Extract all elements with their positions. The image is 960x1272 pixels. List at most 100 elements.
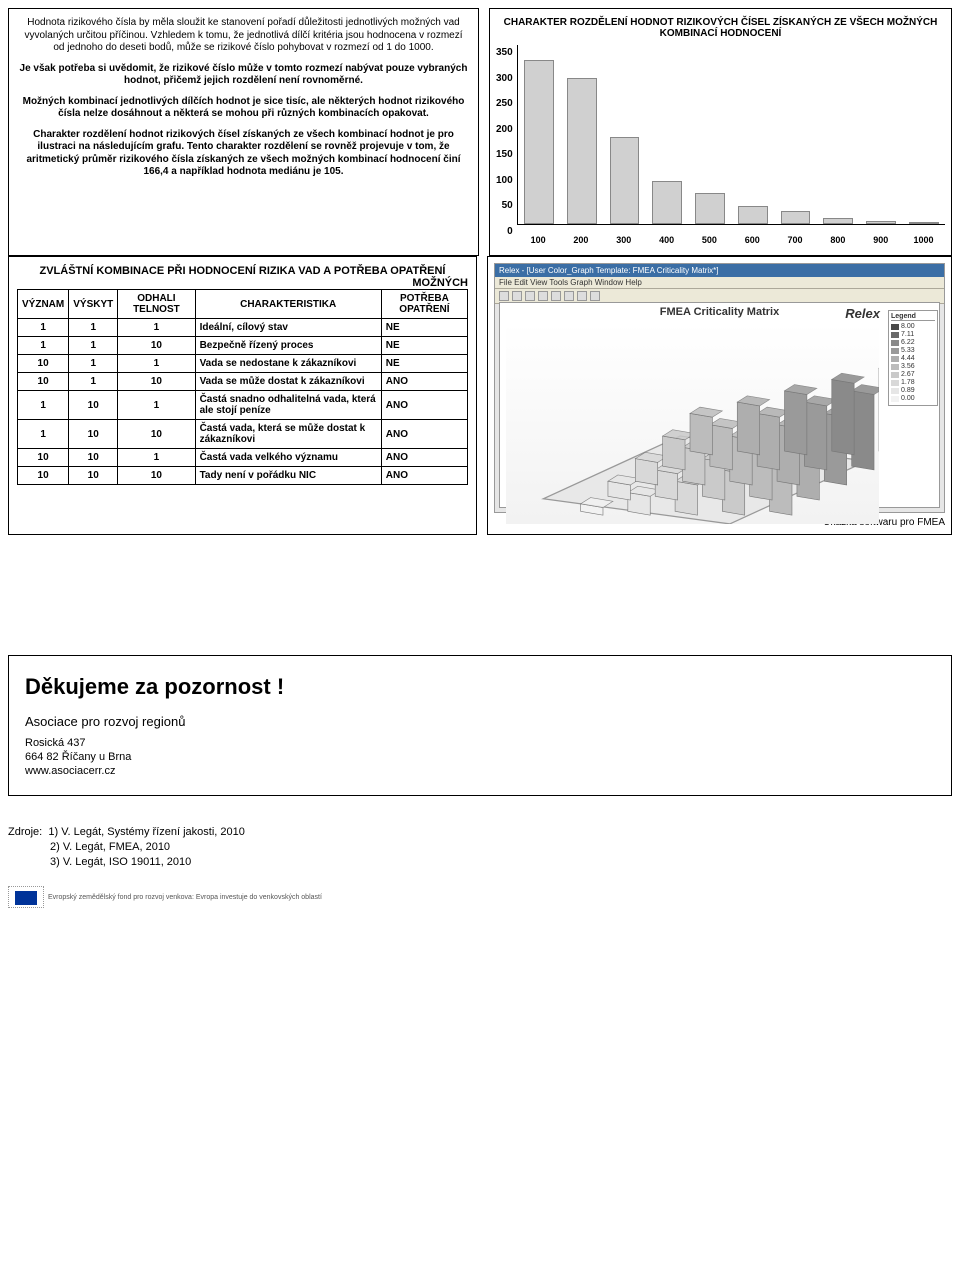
legend-row: 2.67: [891, 371, 935, 378]
table-header-row: VÝZNAM VÝSKYT ODHALI TELNOST CHARAKTERIS…: [18, 290, 468, 319]
xtick: 900: [859, 235, 902, 245]
legend-swatch-icon: [891, 356, 899, 362]
table-cell: Tady není v pořádku NIC: [195, 467, 381, 485]
table-cell: 10: [69, 391, 118, 420]
toolbar-icon: [538, 291, 548, 301]
chart-plot: 1002003004005006007008009001000: [517, 45, 945, 245]
table-cell: 1: [118, 449, 195, 467]
table-cell: ANO: [381, 467, 467, 485]
sw-legend-title: Legend: [891, 313, 935, 321]
bar-group: [817, 45, 860, 224]
legend-row: 8.00: [891, 323, 935, 330]
table-cell: 10: [69, 449, 118, 467]
xtick: 500: [688, 235, 731, 245]
sw-menu-bar: File Edit View Tools Graph Window Help: [495, 277, 944, 289]
ytick: 250: [496, 98, 513, 109]
table-cell: Častá vada, která se může dostat k zákaz…: [195, 420, 381, 449]
legend-label: 8.00: [901, 323, 915, 330]
thanks-panel: Děkujeme za pozornost ! Asociace pro roz…: [8, 655, 952, 796]
bar-group: [646, 45, 689, 224]
chart-plot-area: [517, 45, 945, 225]
table-cell: 1: [118, 319, 195, 337]
legend-label: 4.44: [901, 355, 915, 362]
ytick: 350: [496, 47, 513, 58]
table-cell: Častá snadno odhalitelná vada, která ale…: [195, 391, 381, 420]
xtick: 100: [517, 235, 560, 245]
xtick: 700: [774, 235, 817, 245]
chart-y-axis: 350 300 250 200 150 100 50 0: [496, 47, 517, 237]
legend-row: 3.56: [891, 363, 935, 370]
software-panel: Relex - [User Color_Graph Template: FMEA…: [487, 256, 952, 535]
table-cell: 10: [18, 467, 69, 485]
legend-row: 7.11: [891, 331, 935, 338]
table-row: 101010Tady není v pořádku NICANO: [18, 467, 468, 485]
toolbar-icon: [499, 291, 509, 301]
bar-group: [860, 45, 903, 224]
legend-swatch-icon: [891, 372, 899, 378]
table-cell: 1: [18, 420, 69, 449]
xtick: 300: [602, 235, 645, 245]
software-screenshot: Relex - [User Color_Graph Template: FMEA…: [494, 263, 945, 513]
sources-block: Zdroje: 1) V. Legát, Systémy řízení jako…: [8, 826, 952, 908]
ytick: 300: [496, 73, 513, 84]
ytick: 150: [496, 149, 513, 160]
sources-label: Zdroje:: [8, 826, 42, 838]
toolbar-icon: [564, 291, 574, 301]
table-cell: Vada se nedostane k zákazníkovi: [195, 355, 381, 373]
col-potreba: POTŘEBA OPATŘENÍ: [381, 290, 467, 319]
combination-title-left: ZVLÁŠTNÍ KOMBINACE PŘI HODNOCENÍ RIZIKA …: [40, 265, 446, 277]
table-cell: ANO: [381, 373, 467, 391]
table-cell: 1: [18, 337, 69, 355]
bar-group: [603, 45, 646, 224]
bar: [695, 193, 725, 224]
legend-row: 0.00: [891, 395, 935, 402]
legend-swatch-icon: [891, 340, 899, 346]
table-cell: NE: [381, 355, 467, 373]
table-cell: ANO: [381, 391, 467, 420]
eu-flag-icon: [8, 886, 44, 908]
sw-body: FMEA Criticality Matrix: [499, 302, 940, 508]
bar: [567, 78, 597, 224]
eu-caption: Evropský zemědělský fond pro rozvoj venk…: [48, 894, 322, 901]
table-row: 1110Bezpečně řízený procesNE: [18, 337, 468, 355]
table-cell: 10: [118, 337, 195, 355]
table-cell: 10: [18, 373, 69, 391]
bar-group: [689, 45, 732, 224]
ytick: 200: [496, 124, 513, 135]
table-cell: 10: [69, 467, 118, 485]
bar: [909, 222, 939, 224]
bar: [866, 221, 896, 224]
table-cell: Vada se může dostat k zákazníkovi: [195, 373, 381, 391]
table-cell: 10: [69, 420, 118, 449]
table-row: 10110Vada se může dostat k zákazníkoviAN…: [18, 373, 468, 391]
bar-group: [731, 45, 774, 224]
col-odhal: ODHALI TELNOST: [118, 290, 195, 319]
toolbar-icon: [577, 291, 587, 301]
legend-label: 7.11: [901, 331, 914, 338]
table-cell: 10: [18, 449, 69, 467]
table-cell: 1: [69, 337, 118, 355]
table-cell: Bezpečně řízený proces: [195, 337, 381, 355]
table-cell: 1: [69, 319, 118, 337]
legend-swatch-icon: [891, 324, 899, 330]
bar: [524, 60, 554, 224]
legend-row: 5.33: [891, 347, 935, 354]
source-item: 2) V. Legát, FMEA, 2010: [8, 841, 952, 853]
legend-row: 0.89: [891, 387, 935, 394]
chart-wrap: 350 300 250 200 150 100 50 0 10020030040…: [496, 45, 945, 245]
legend-swatch-icon: [891, 348, 899, 354]
table-cell: ANO: [381, 449, 467, 467]
thanks-addr2: 664 82 Říčany u Brna: [25, 751, 935, 763]
table-cell: 1: [118, 355, 195, 373]
table-cell: 10: [118, 467, 195, 485]
table-cell: 10: [118, 420, 195, 449]
ytick: 50: [502, 200, 513, 211]
risk-para-4: Charakter rozdělení hodnot rizikových čí…: [19, 129, 468, 179]
sw-legend: Legend 8.007.116.225.334.443.562.671.780…: [888, 310, 938, 406]
bar-group: [560, 45, 603, 224]
source-item: 1) V. Legát, Systémy řízení jakosti, 201…: [48, 826, 244, 838]
ytick: 0: [507, 226, 513, 237]
bar-group: [902, 45, 945, 224]
thanks-title: Děkujeme za pozornost !: [25, 674, 935, 700]
col-char: CHARAKTERISTIKA: [195, 290, 381, 319]
